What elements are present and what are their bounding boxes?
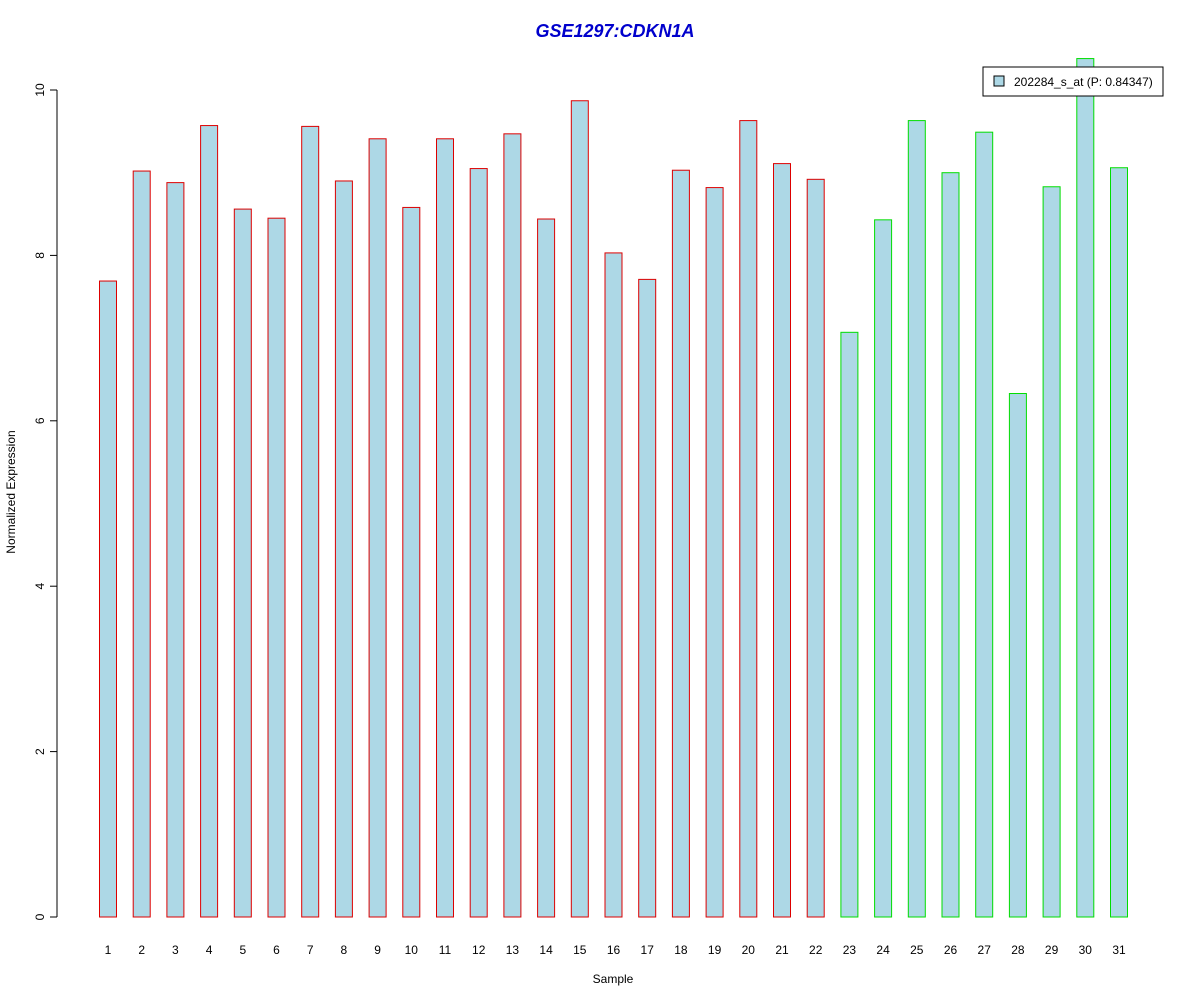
bar (907, 120, 926, 918)
x-tick-label: 5 (239, 943, 246, 957)
bar (469, 168, 488, 918)
bar (1076, 58, 1095, 918)
x-tick-label: 20 (742, 943, 756, 957)
x-tick-label: 11 (439, 943, 452, 957)
x-tick-label: 27 (978, 943, 992, 957)
bar (301, 125, 320, 918)
x-tick-label: 14 (539, 943, 553, 957)
bar (402, 206, 421, 918)
y-tick-label: 4 (33, 583, 47, 590)
x-tick-label: 18 (674, 943, 688, 957)
x-tick-label: 26 (944, 943, 958, 957)
x-tick-label: 24 (876, 943, 890, 957)
legend-swatch (993, 75, 1005, 87)
bar (1042, 186, 1061, 918)
bar (436, 138, 454, 918)
x-tick-label: 16 (607, 943, 621, 957)
bar (773, 163, 791, 918)
y-axis: 0 2 4 6 8 10 (33, 83, 58, 920)
bar (570, 100, 589, 918)
bar (604, 252, 623, 918)
bar (503, 133, 522, 918)
x-tick-label: 31 (1112, 943, 1126, 957)
x-tick-label: 10 (405, 943, 419, 957)
legend-box (982, 66, 1164, 97)
bar (334, 180, 353, 918)
bar (368, 138, 387, 918)
x-tick-label: 3 (172, 943, 179, 957)
bar (874, 219, 893, 918)
x-tick-label: 4 (206, 943, 213, 957)
y-tick-label: 2 (33, 748, 47, 755)
x-tick-label: 13 (506, 943, 520, 957)
bar (267, 217, 286, 918)
y-tick-label: 8 (33, 252, 47, 259)
bar (739, 120, 758, 918)
bar (638, 278, 657, 918)
x-tick-label: 15 (573, 943, 587, 957)
x-axis-title: Sample (593, 972, 634, 986)
legend-label: 202284_s_at (P: 0.84347) (1014, 75, 1153, 89)
x-tick-label: 30 (1079, 943, 1093, 957)
x-tick-label: 12 (472, 943, 486, 957)
x-tick-label: 6 (273, 943, 280, 957)
x-tick-label: 23 (843, 943, 857, 957)
chart-title: GSE1297:CDKN1A (535, 21, 694, 41)
x-tick-label: 8 (341, 943, 348, 957)
x-tick-label: 25 (910, 943, 924, 957)
x-tick-label: 2 (138, 943, 145, 957)
x-tick-label: 22 (809, 943, 823, 957)
bar (200, 125, 219, 918)
x-tick-label: 7 (307, 943, 314, 957)
bar (132, 170, 151, 918)
legend: 202284_s_at (P: 0.84347) (982, 66, 1164, 97)
bar (99, 280, 117, 918)
x-tick-label: 21 (775, 943, 789, 957)
y-tick-label: 10 (33, 83, 47, 97)
y-axis-title: Normalized Expression (4, 430, 18, 553)
bar (975, 131, 994, 918)
bar (537, 218, 556, 918)
bar (166, 182, 185, 918)
bar (1008, 393, 1027, 918)
x-tick-label: 29 (1045, 943, 1059, 957)
bar (941, 172, 960, 918)
y-tick-label: 0 (33, 913, 47, 920)
bar (1110, 167, 1128, 918)
x-tick-labels: 1 2 3 4 5 6 7 8 9 10 11 12 13 14 15 16 17 18 19 20 21 22 23 24 2… (105, 943, 1126, 957)
bar (705, 187, 724, 918)
x-tick-label: 28 (1011, 943, 1025, 957)
x-tick-label: 1 (105, 943, 112, 957)
x-tick-label: 19 (708, 943, 722, 957)
x-tick-label: 17 (641, 943, 655, 957)
bars (99, 58, 1128, 918)
x-tick-label: 9 (374, 943, 381, 957)
bar (840, 331, 859, 918)
y-tick-label: 6 (33, 417, 47, 424)
bar (233, 208, 252, 918)
bar (671, 169, 690, 918)
bar (806, 178, 825, 918)
